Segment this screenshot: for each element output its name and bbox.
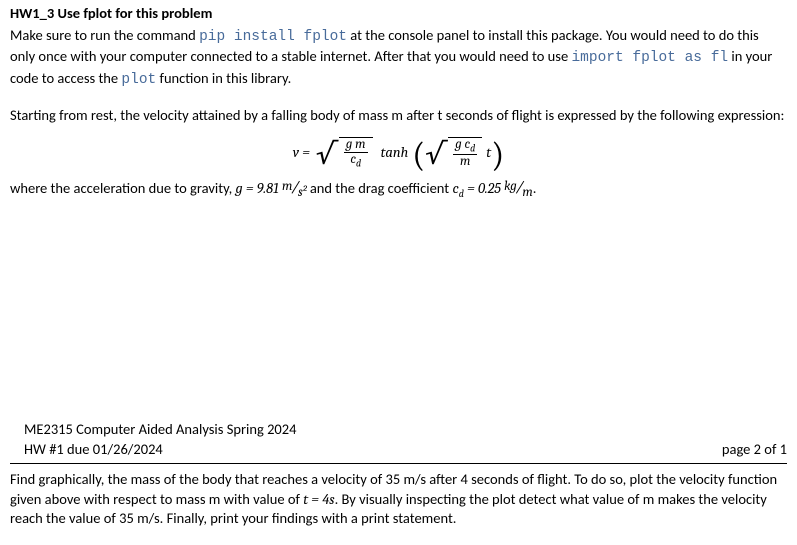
g-value: g = 9.81 [236, 180, 282, 197]
text-segment: . [533, 179, 537, 197]
tanh-label: tanh [381, 143, 409, 163]
open-paren: ( [412, 138, 425, 172]
close-paren: ) [491, 138, 504, 172]
task-paragraph: Find graphically, the mass of the body t… [10, 470, 787, 529]
fraction-gcd-m: g cd m [451, 138, 479, 169]
fraction-gm-cd: g m cd [342, 138, 370, 169]
course-name: ME2315 Computer Aided Analysis Spring 20… [10, 420, 787, 440]
problem-description: Starting from rest, the velocity attaine… [10, 106, 787, 126]
code-import: import fplot as fl [571, 50, 728, 66]
text-segment: where the acceleration due to gravity, [10, 179, 236, 197]
text-segment: function in this library. [156, 69, 291, 87]
intro-paragraph: Make sure to run the command pip install… [10, 26, 787, 91]
cd-units: kg⁄m [504, 176, 533, 200]
t-equals-4s: t = 4s [303, 491, 334, 508]
footer-divider [10, 463, 787, 464]
velocity-formula: v = √ g m cd tanh ( √ g cd m t ) [10, 128, 787, 176]
page-number: page 2 of 1 [722, 440, 787, 460]
sqrt-2: √ g cd m [425, 137, 482, 169]
code-plot: plot [121, 72, 156, 88]
problem-title: HW1_3 Use fplot for this problem [10, 4, 787, 24]
text-segment: Make sure to run the command [10, 26, 199, 44]
code-pip-install: pip install fplot [199, 29, 347, 45]
sqrt-1: √ g m cd [316, 137, 373, 169]
constants-paragraph: where the acceleration due to gravity, g… [10, 176, 787, 201]
page-footer: ME2315 Computer Aided Analysis Spring 20… [10, 420, 787, 531]
v-equals: v = [293, 143, 310, 163]
due-date: HW #1 due 01/26/2024 [24, 440, 163, 460]
g-units: m⁄s² [282, 176, 307, 200]
text-segment: and the drag coefficient [307, 179, 453, 197]
cd-symbol: cd = 0.25 [452, 180, 504, 197]
